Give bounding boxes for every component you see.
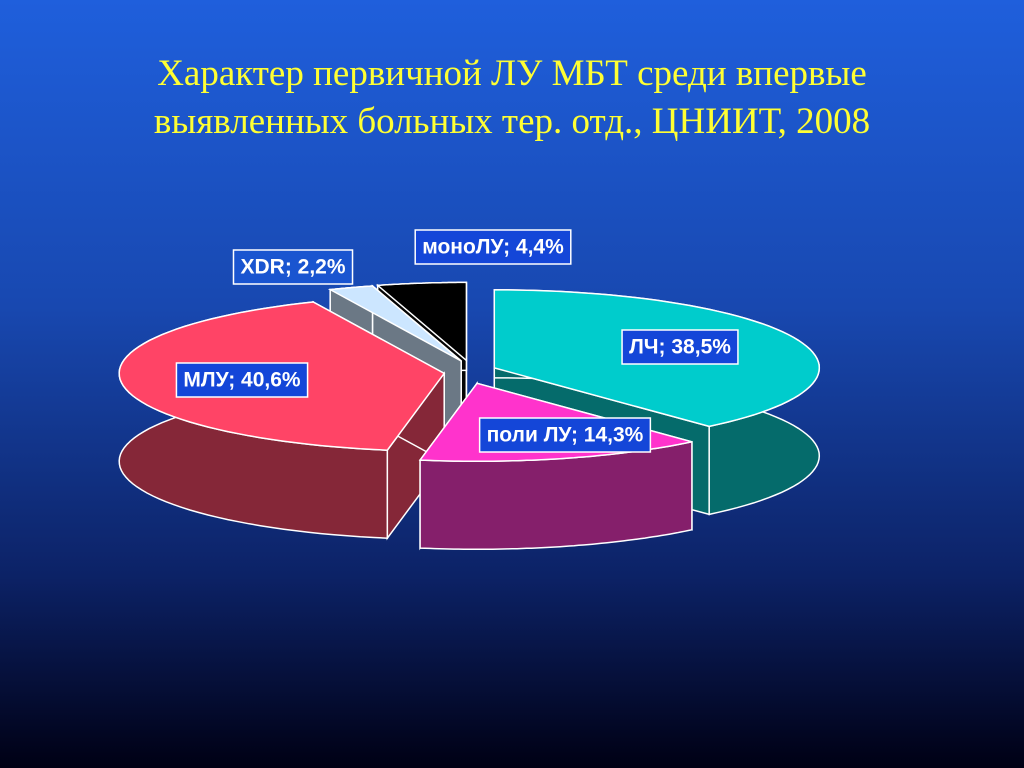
label-box <box>232 249 354 285</box>
label-box <box>478 417 652 453</box>
label-box <box>621 329 739 365</box>
slice-top <box>375 281 468 363</box>
data-label: моноЛУ; 4,4% <box>422 236 564 259</box>
slice <box>118 300 446 541</box>
data-label: XDR; 2,2% <box>240 256 345 279</box>
slice-top <box>327 285 462 362</box>
data-label: МЛУ; 40,6% <box>183 369 300 392</box>
label-box <box>414 229 572 265</box>
chart-title: Характер первичной ЛУ МБТ среди впервые … <box>153 53 871 142</box>
data-label: ЛЧ; 38,5% <box>629 336 731 359</box>
label-box <box>175 362 309 398</box>
data-label: поли ЛУ; 14,3% <box>487 424 644 447</box>
